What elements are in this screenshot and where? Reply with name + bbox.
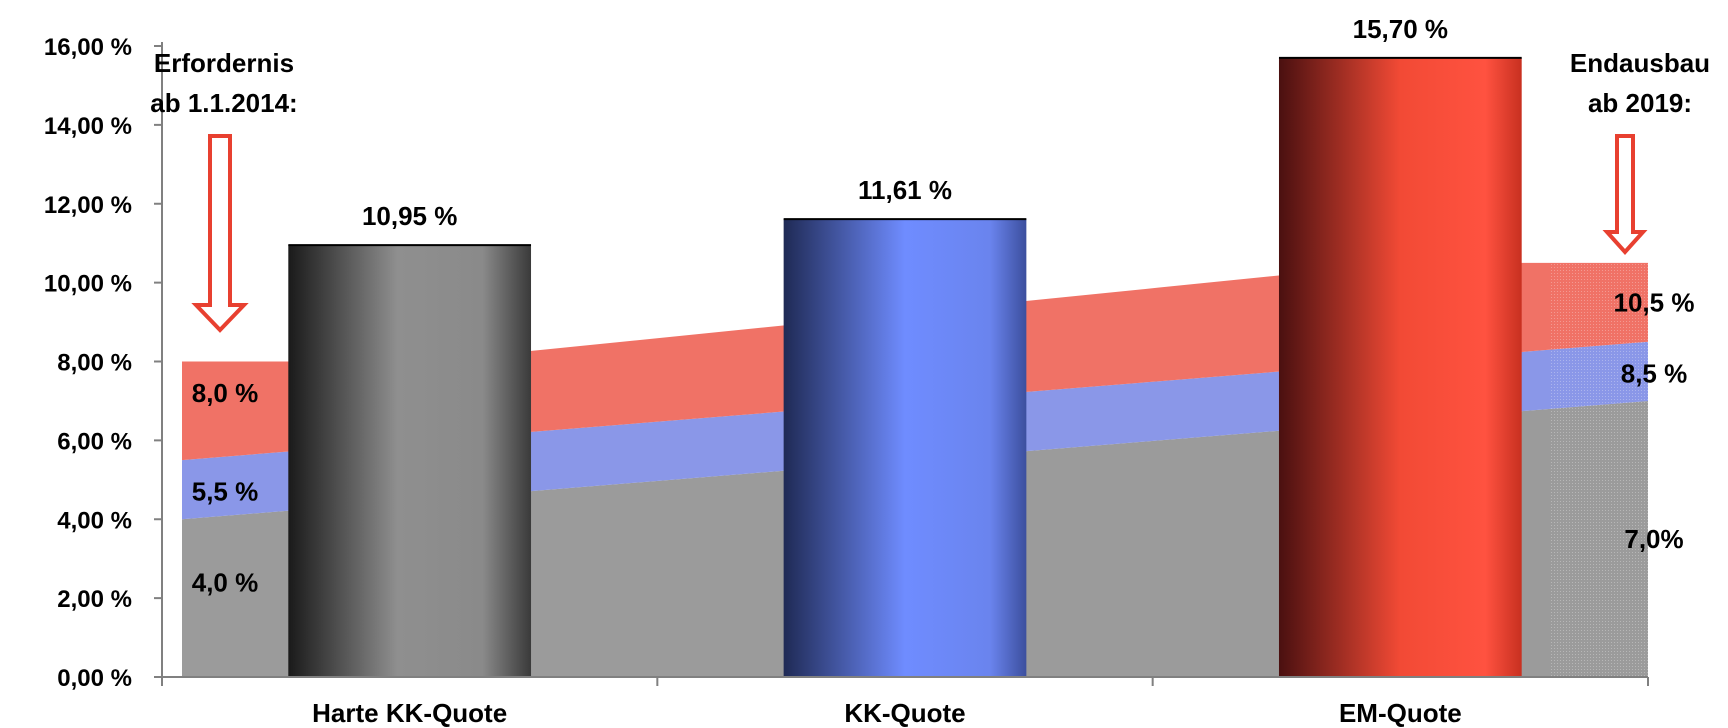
y-tick-label: 6,00 % <box>57 428 132 455</box>
x-axis-category-labels: Harte KK-Quote KK-Quote EM-Quote <box>312 698 1462 728</box>
y-axis-tick-labels: 0,00 % 2,00 % 4,00 % 6,00 % 8,00 % 10,00 % 12,… <box>44 34 132 692</box>
bar-value-labels: 10,95 % 11,61 % 15,70 % <box>362 14 1448 231</box>
y-tick-label: 14,00 % <box>44 113 132 140</box>
x-category-label-1: Harte KK-Quote <box>312 698 507 728</box>
right-annotation: Endausbau ab 2019: <box>1570 48 1710 255</box>
bar-3-value-label: 15,70 % <box>1353 14 1448 44</box>
bar-2-value-label: 11,61 % <box>858 175 952 205</box>
right-note-line-2: ab 2019: <box>1588 88 1692 118</box>
band-end-label-2: 8,5 % <box>1621 358 1688 388</box>
left-annotation: Erfordernis ab 1.1.2014: <box>150 48 298 333</box>
band-start-label-2: 5,5 % <box>192 477 259 507</box>
y-tick-label: 12,00 % <box>44 192 132 219</box>
bar-1 <box>288 245 532 678</box>
bar-3 <box>1278 57 1522 678</box>
left-note-line-2: ab 1.1.2014: <box>150 88 297 118</box>
bars <box>288 56 1522 678</box>
y-tick-label: 4,00 % <box>57 507 132 534</box>
band-start-label-3: 8,0 % <box>192 378 259 408</box>
band-end-label-3: 10,5 % <box>1614 287 1695 317</box>
band-end-label-1: 7,0% <box>1624 524 1683 554</box>
band-labels: 4,0 % 5,5 % 8,0 % 7,0% 8,5 % 10,5 % <box>192 287 1695 597</box>
y-tick-label: 16,00 % <box>44 34 132 61</box>
band-start-label-1: 4,0 % <box>192 567 259 597</box>
bar-1-value-label: 10,95 % <box>362 201 457 231</box>
y-tick-label: 2,00 % <box>57 586 132 613</box>
y-tick-label: 8,00 % <box>57 350 132 377</box>
right-down-arrow-icon <box>1602 134 1648 255</box>
end-column-hatch <box>1550 262 1648 677</box>
axes <box>154 42 1649 686</box>
y-tick-label: 0,00 % <box>57 665 132 692</box>
bar-2 <box>783 219 1027 678</box>
x-category-label-3: EM-Quote <box>1339 698 1462 728</box>
left-note-line-1: Erfordernis <box>154 48 294 78</box>
right-note-line-1: Endausbau <box>1570 48 1710 78</box>
y-tick-label: 10,00 % <box>44 271 132 298</box>
x-category-label-2: KK-Quote <box>844 698 965 728</box>
left-down-arrow-icon <box>191 134 249 333</box>
